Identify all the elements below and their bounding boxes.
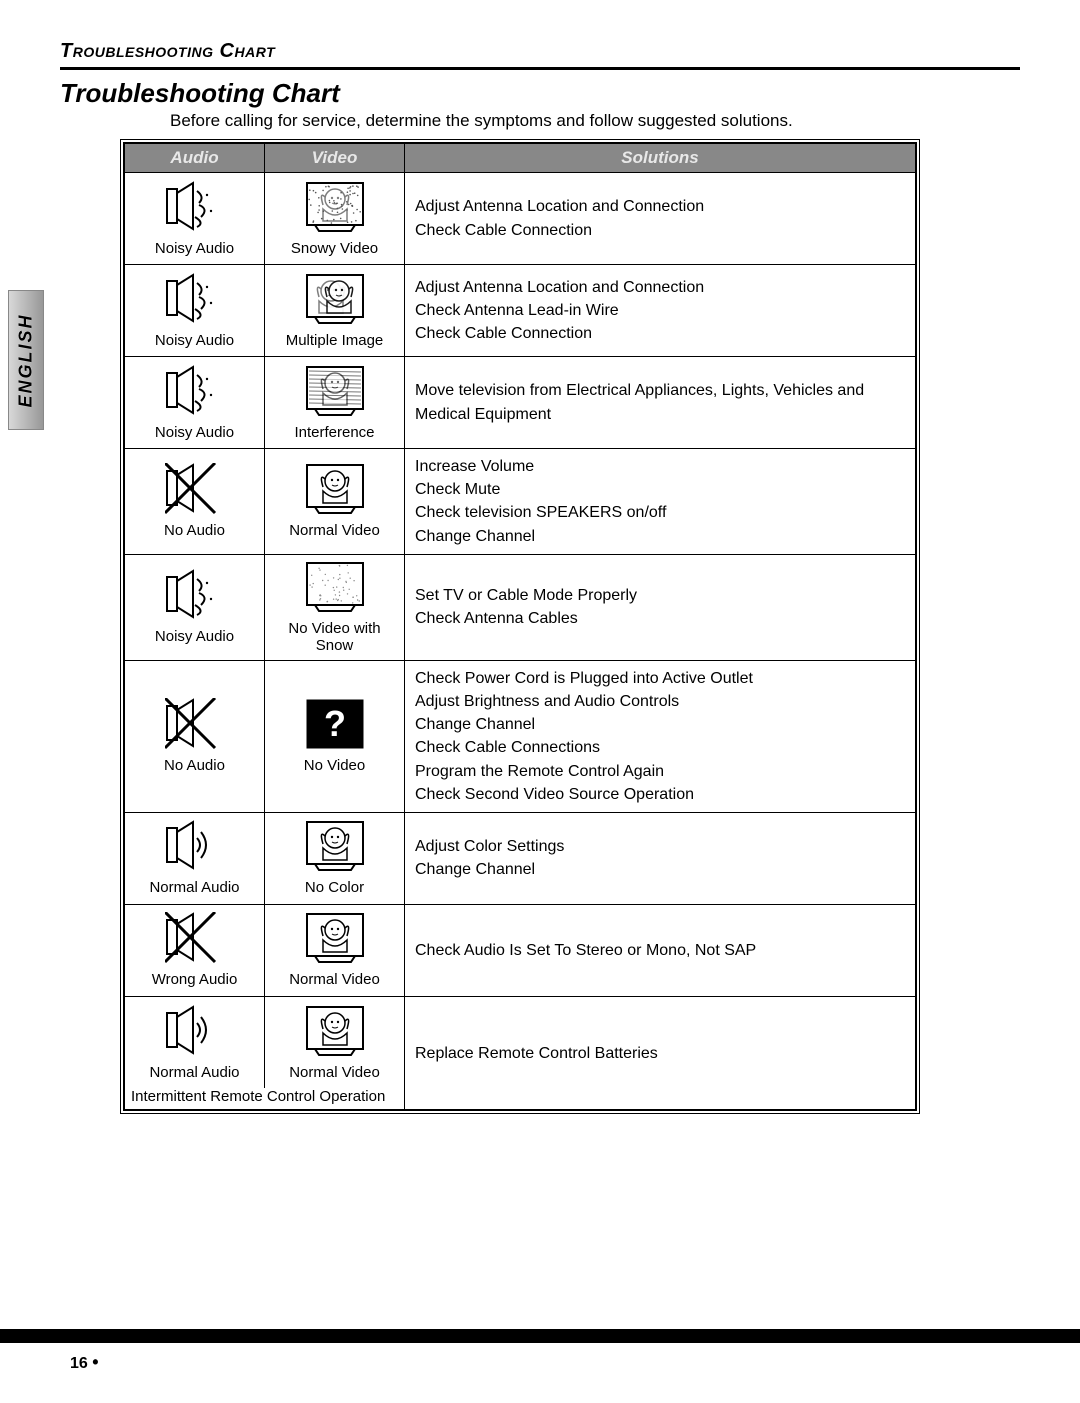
audio-symptom-cell: Normal Audio [125, 996, 265, 1088]
video-symptom-cell: Snowy Video [265, 173, 405, 265]
audio-label: Noisy Audio [135, 628, 254, 645]
video-symptom-cell: Interference [265, 357, 405, 449]
solution-line: Move television from Electrical Applianc… [415, 379, 905, 425]
video-label: Snowy Video [275, 240, 394, 257]
solution-line: Adjust Color Settings [415, 835, 905, 858]
audio-label: Noisy Audio [135, 332, 254, 349]
solution-cell: Move television from Electrical Applianc… [405, 357, 916, 449]
video-symptom-cell: Normal Video [265, 449, 405, 555]
video-label: No Color [275, 879, 394, 896]
table-row: Noisy Audio Snowy Video Adjust Antenna Loc… [125, 173, 916, 265]
solution-line: Adjust Brightness and Audio Controls [415, 690, 905, 713]
solution-line: Check Cable Connection [415, 322, 905, 345]
solution-line: Check Cable Connection [415, 219, 905, 242]
table-row: Normal Audio No Color Adjust Color Setting… [125, 812, 916, 904]
solution-line: Check Second Video Source Operation [415, 783, 905, 806]
troubleshooting-chart: Audio Video Solutions Noisy Audio Snowy V… [120, 139, 920, 1114]
solution-line: Adjust Antenna Location and Connection [415, 276, 905, 299]
audio-label: Noisy Audio [135, 424, 254, 441]
audio-symptom-cell: Noisy Audio [125, 173, 265, 265]
table-row: Normal Audio Normal Video Replace Remote C… [125, 996, 916, 1088]
audio-label: Noisy Audio [135, 240, 254, 257]
solution-cell: Set TV or Cable Mode ProperlyCheck Anten… [405, 554, 916, 660]
video-symptom-cell: ? No Video [265, 660, 405, 812]
solution-line: Set TV or Cable Mode Properly [415, 584, 905, 607]
video-label: Normal Video [275, 522, 394, 539]
audio-symptom-cell: Noisy Audio [125, 265, 265, 357]
solution-cell: Replace Remote Control Batteries [405, 996, 916, 1110]
page-header: Troubleshooting Chart [60, 40, 1020, 70]
solution-line: Program the Remote Control Again [415, 760, 905, 783]
video-label: No Video [275, 757, 394, 774]
table-header-row: Audio Video Solutions [125, 144, 916, 173]
col-video: Video [265, 144, 405, 173]
solution-line: Change Channel [415, 525, 905, 548]
solution-cell: Increase VolumeCheck MuteCheck televisio… [405, 449, 916, 555]
table-row: Noisy Audio No Video with Snow Set TV or C… [125, 554, 916, 660]
video-label: No Video with Snow [275, 620, 394, 654]
solution-line: Check television SPEAKERS on/off [415, 501, 905, 524]
solution-line: Check Power Cord is Plugged into Active … [415, 667, 905, 690]
page-header-text: Troubleshooting Chart [60, 40, 275, 62]
solution-line: Adjust Antenna Location and Connection [415, 195, 905, 218]
video-label: Normal Video [275, 971, 394, 988]
video-symptom-cell: No Color [265, 812, 405, 904]
table-row: Noisy Audio Interference Move television f… [125, 357, 916, 449]
intermittent-note: Intermittent Remote Control Operation [125, 1088, 405, 1110]
video-symptom-cell: Normal Video [265, 904, 405, 996]
col-audio: Audio [125, 144, 265, 173]
page-bullet: • [92, 1352, 98, 1372]
page-number: 16 • [70, 1352, 99, 1373]
video-label: Interference [275, 424, 394, 441]
video-label: Multiple Image [275, 332, 394, 349]
solution-line: Check Mute [415, 478, 905, 501]
video-symptom-cell: Normal Video [265, 996, 405, 1088]
solution-cell: Check Audio Is Set To Stereo or Mono, No… [405, 904, 916, 996]
table-row: Noisy Audio Multiple Image Adjust Antenna … [125, 265, 916, 357]
solution-cell: Adjust Color SettingsChange Channel [405, 812, 916, 904]
solution-line: Change Channel [415, 858, 905, 881]
subtitle: Before calling for service, determine th… [170, 111, 1020, 131]
audio-label: No Audio [135, 757, 254, 774]
video-symptom-cell: No Video with Snow [265, 554, 405, 660]
solution-line: Change Channel [415, 713, 905, 736]
audio-symptom-cell: No Audio [125, 449, 265, 555]
audio-label: No Audio [135, 522, 254, 539]
solution-cell: Check Power Cord is Plugged into Active … [405, 660, 916, 812]
audio-label: Normal Audio [135, 879, 254, 896]
solution-line: Check Audio Is Set To Stereo or Mono, No… [415, 939, 905, 962]
table-row: No AudioNormal VideoIncrease VolumeCheck… [125, 449, 916, 555]
page-number-value: 16 [70, 1355, 88, 1372]
audio-symptom-cell: Normal Audio [125, 812, 265, 904]
language-tab-text: ENGLISH [16, 313, 37, 407]
audio-symptom-cell: No Audio [125, 660, 265, 812]
audio-symptom-cell: Noisy Audio [125, 357, 265, 449]
audio-symptom-cell: Wrong Audio [125, 904, 265, 996]
title-row: Troubleshooting Chart [60, 78, 1020, 109]
footer-bar [0, 1329, 1080, 1343]
table-row: Wrong Audio Normal Video Check Audio Is Se… [125, 904, 916, 996]
video-label: Normal Video [275, 1064, 394, 1081]
svg-text:?: ? [324, 703, 346, 744]
col-solutions: Solutions [405, 144, 916, 173]
audio-label: Normal Audio [135, 1064, 254, 1081]
solution-line: Check Antenna Lead-in Wire [415, 299, 905, 322]
language-tab: ENGLISH [8, 290, 44, 430]
audio-symptom-cell: Noisy Audio [125, 554, 265, 660]
solution-line: Increase Volume [415, 455, 905, 478]
audio-label: Wrong Audio [135, 971, 254, 988]
chart-table: Audio Video Solutions Noisy Audio Snowy V… [124, 143, 916, 1110]
video-symptom-cell: Multiple Image [265, 265, 405, 357]
main-title: Troubleshooting Chart [60, 78, 340, 108]
solution-cell: Adjust Antenna Location and ConnectionCh… [405, 265, 916, 357]
solution-line: Check Antenna Cables [415, 607, 905, 630]
solution-cell: Adjust Antenna Location and ConnectionCh… [405, 173, 916, 265]
table-row: No Audio? No Video Check Power Cord is Plu… [125, 660, 916, 812]
solution-line: Replace Remote Control Batteries [415, 1042, 905, 1065]
solution-line: Check Cable Connections [415, 736, 905, 759]
